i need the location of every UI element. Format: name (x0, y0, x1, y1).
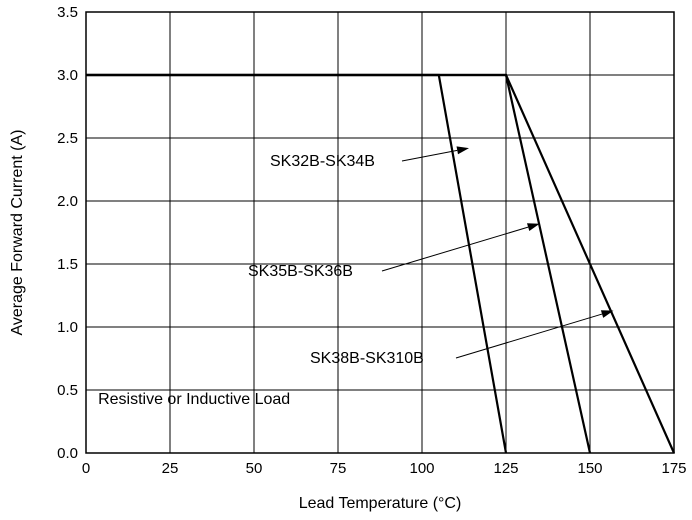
leader-arrowhead-0 (456, 146, 469, 155)
leader-arrowhead-2 (600, 310, 614, 318)
y-tick-label-1: 0.5 (57, 382, 78, 399)
leader-arrowhead-1 (527, 223, 540, 231)
x-tick-label-3: 75 (330, 460, 347, 477)
series-label-2: SK38B-SK310B (310, 350, 424, 367)
x-tick-label-6: 150 (577, 460, 602, 477)
series-line-2 (86, 73, 676, 454)
x-tick-label-1: 25 (162, 460, 179, 477)
y-tick-label-3: 1.5 (57, 256, 78, 273)
y-tick-label-4: 2.0 (57, 193, 78, 210)
series-label-0: SK32B-SK34B (270, 153, 375, 170)
y-tick-label-6: 3.0 (57, 67, 78, 84)
plot-frame (85, 11, 675, 454)
x-tick-label-5: 125 (493, 460, 518, 477)
leader-line-1 (381, 226, 529, 272)
series-lines (86, 73, 676, 454)
grid (86, 12, 674, 453)
y-axis-title: Average Forward Current (A) (9, 130, 26, 336)
y-tick-label-5: 2.5 (57, 130, 78, 147)
tick-labels: 0 25 50 75 100 125 150 175 0.0 0.5 1.0 1.5 2.0 2.5 3.0… (57, 4, 686, 477)
x-axis-title: Lead Temperature (°C) (299, 495, 462, 512)
x-tick-label-4: 100 (409, 460, 434, 477)
leader-line-0 (401, 149, 458, 162)
series-labels: SK32B-SK34B SK35B-SK36B SK38B-SK310B (248, 146, 614, 367)
leader-line-2 (455, 313, 603, 359)
load-annotation: Resistive or Inductive Load (98, 391, 290, 408)
y-tick-label-7: 3.5 (57, 4, 78, 21)
y-tick-label-0: 0.0 (57, 445, 78, 462)
x-tick-label-7: 175 (661, 460, 686, 477)
x-tick-label-2: 50 (246, 460, 263, 477)
series-label-1: SK35B-SK36B (248, 263, 353, 280)
x-tick-label-0: 0 (82, 460, 90, 477)
y-tick-label-2: 1.0 (57, 319, 78, 336)
